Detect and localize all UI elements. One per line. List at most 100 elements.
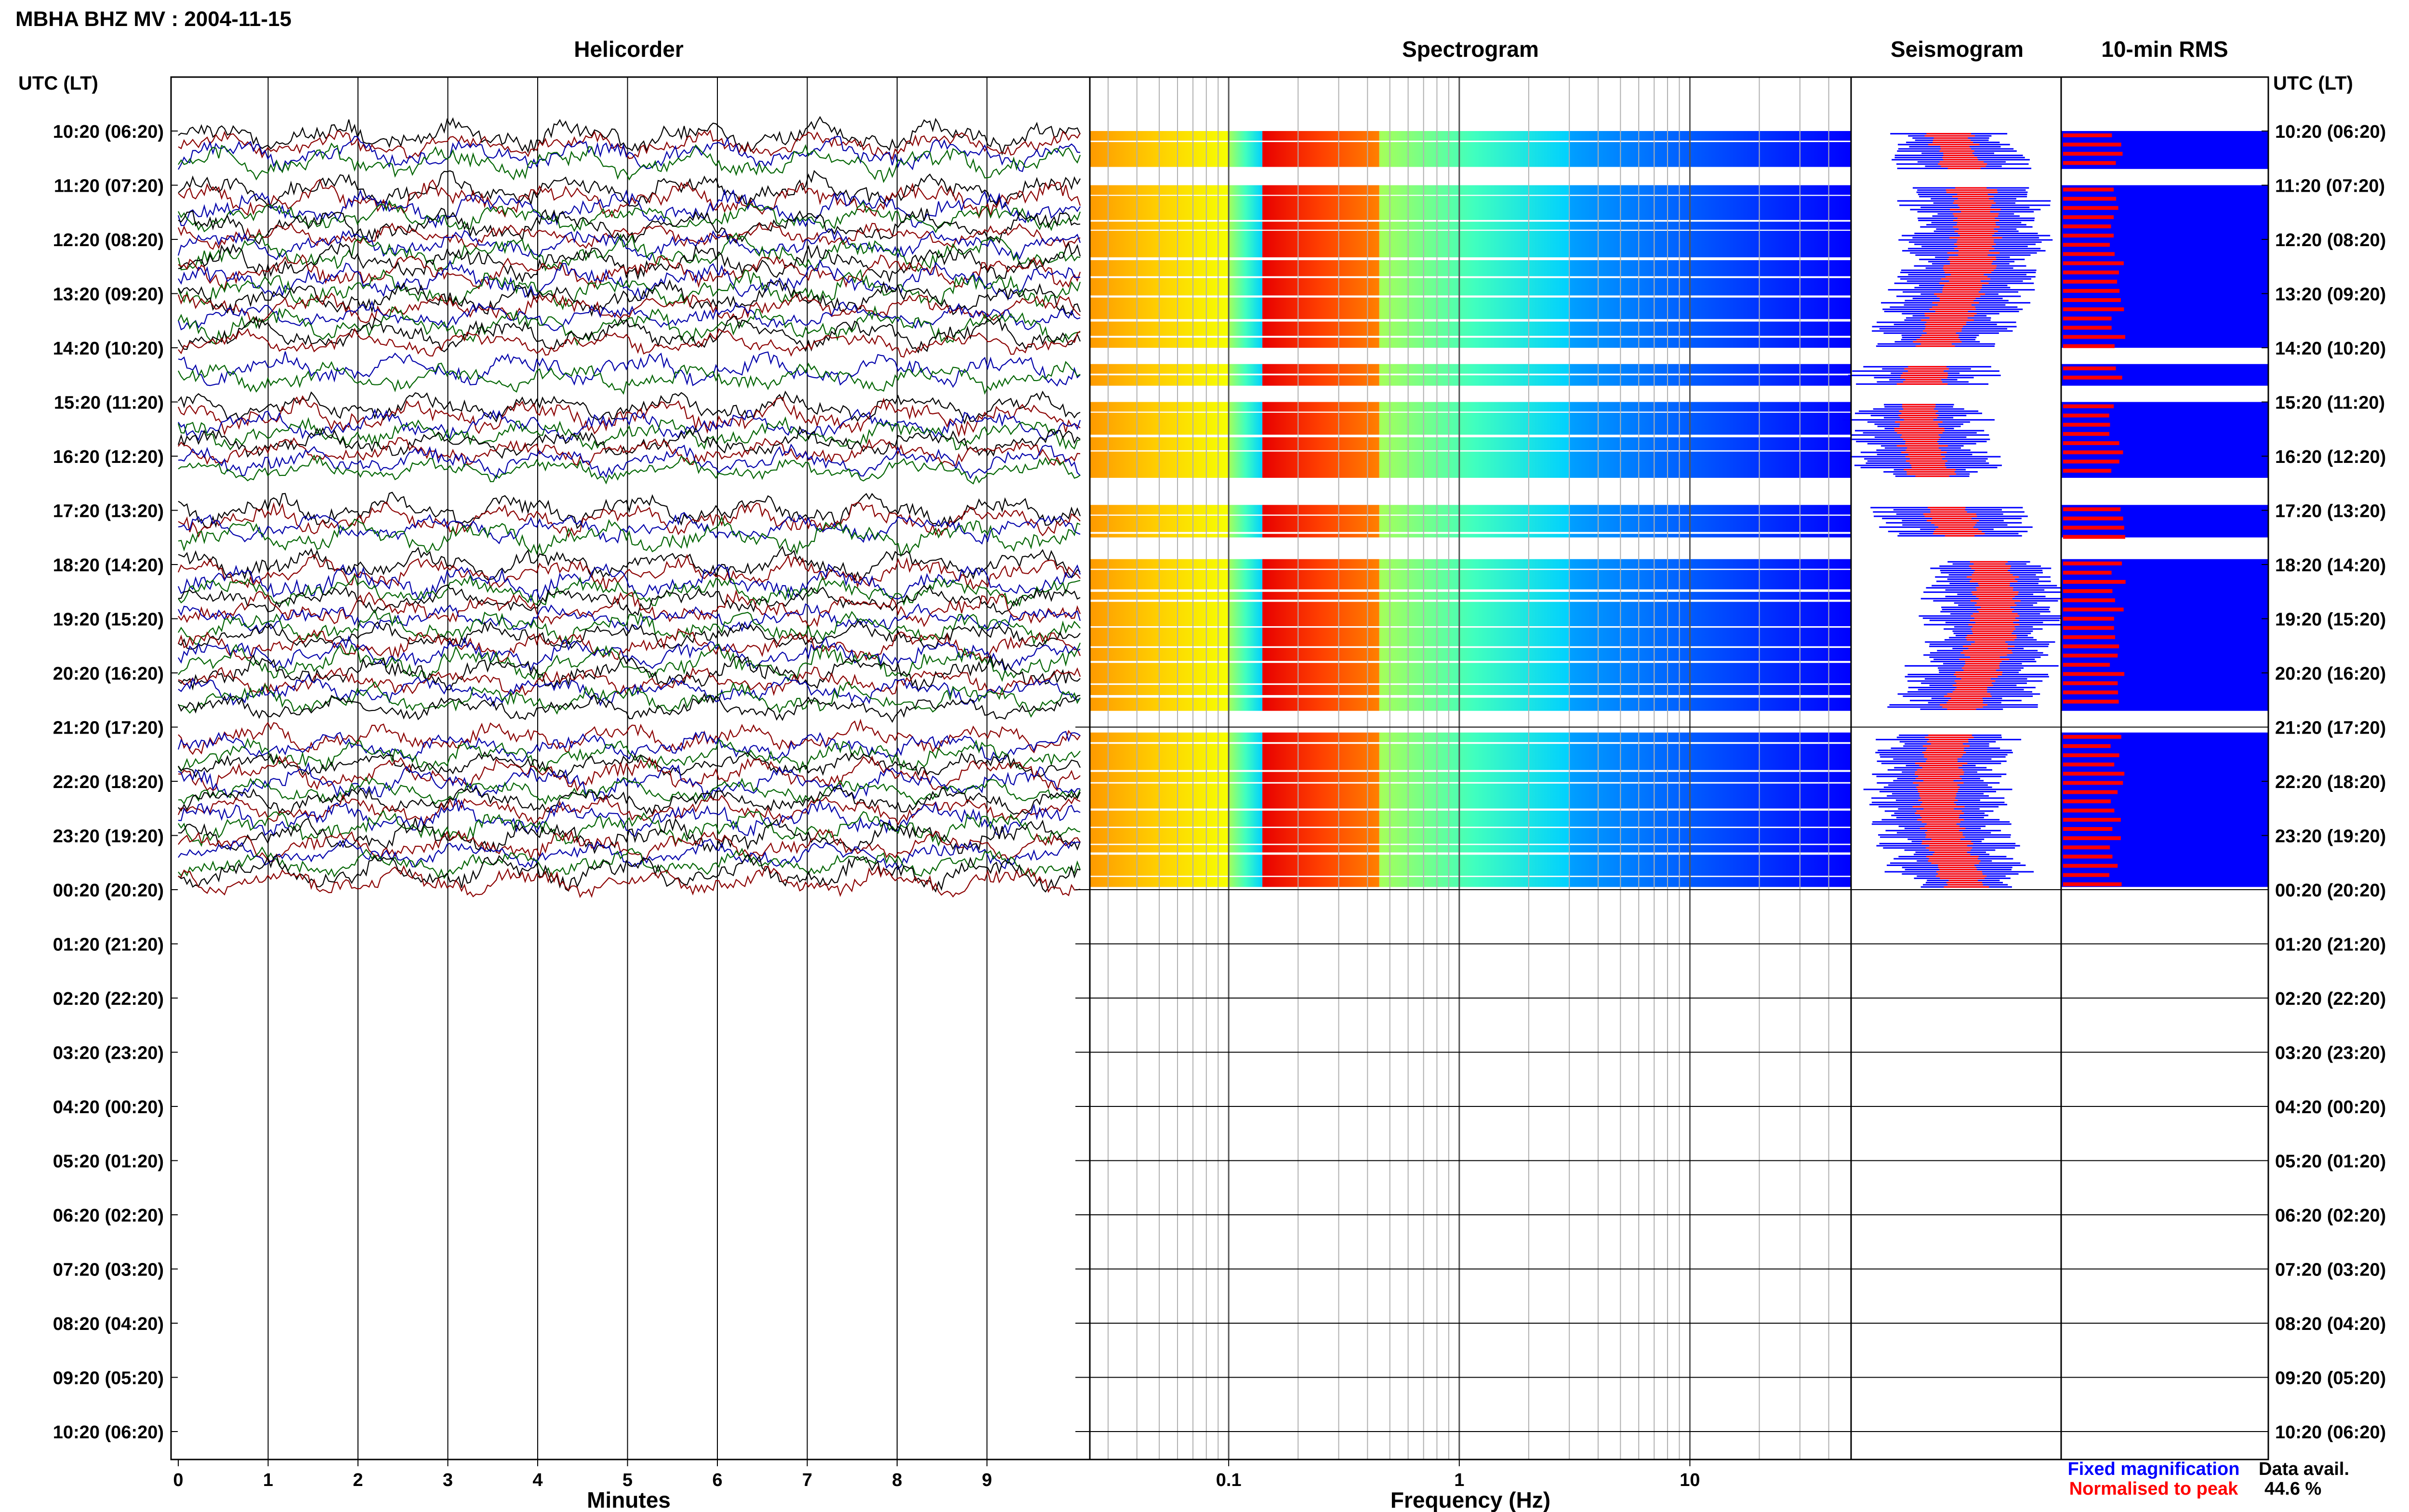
spectrogram-gap bbox=[1090, 599, 1851, 602]
spectrogram-band bbox=[1262, 559, 1379, 711]
seismogram-bars bbox=[1842, 133, 2072, 888]
utc-label-left: 04:20 (00:20) bbox=[53, 1097, 164, 1118]
helicorder-trace bbox=[178, 574, 1081, 607]
helicorder-x-tick-label: 8 bbox=[892, 1470, 902, 1490]
rms-normalised-bar bbox=[2063, 526, 2124, 530]
helicorder-trace bbox=[178, 810, 1081, 847]
utc-label-right: 22:20 (18:20) bbox=[2275, 772, 2386, 792]
utc-label-left: 12:20 (08:20) bbox=[53, 230, 164, 250]
spectrogram-band bbox=[1379, 559, 1570, 711]
helicorder-trace bbox=[178, 737, 1081, 774]
spectrogram-segment bbox=[1090, 131, 1851, 169]
utc-label-left: 08:20 (04:20) bbox=[53, 1314, 164, 1334]
utc-label-right: 21:20 (17:20) bbox=[2275, 718, 2386, 738]
rms-normalised-bar bbox=[2063, 663, 2110, 667]
helicorder-trace bbox=[178, 199, 1081, 234]
legend-fixed-magnification: Fixed magnification bbox=[2068, 1459, 2240, 1479]
rms-fixed-block bbox=[2061, 185, 2268, 348]
utc-label-right: 23:20 (19:20) bbox=[2275, 827, 2386, 847]
rms-normalised-bar bbox=[2063, 289, 2120, 293]
utc-label-right: 09:20 (05:20) bbox=[2275, 1368, 2386, 1389]
utc-label-right: 01:20 (21:20) bbox=[2275, 935, 2386, 955]
rms-normalised-bar bbox=[2063, 197, 2117, 201]
rms-normalised-bar bbox=[2063, 441, 2119, 445]
rms-bars bbox=[2061, 131, 2268, 887]
utc-label-right: 10:20 (06:20) bbox=[2275, 122, 2386, 142]
rms-normalised-bar bbox=[2063, 808, 2115, 813]
rms-normalised-bar bbox=[2063, 316, 2112, 321]
rms-normalised-bar bbox=[2063, 753, 2119, 757]
helicorder-x-tick-label: 2 bbox=[353, 1470, 363, 1490]
spectrogram-gap bbox=[1090, 373, 1851, 376]
rms-normalised-bar bbox=[2063, 598, 2115, 603]
rms-normalised-bar bbox=[2063, 344, 2115, 348]
helicorder-trace bbox=[178, 545, 1081, 581]
helicorder-trace bbox=[178, 512, 1081, 545]
spectrogram-band bbox=[1379, 131, 1570, 169]
rms-normalised-bar bbox=[2063, 450, 2123, 455]
rms-title: 10-min RMS bbox=[2101, 37, 2228, 62]
spectrogram-gap bbox=[1090, 808, 1851, 811]
rms-normalised-bar bbox=[2063, 143, 2121, 147]
helicorder-trace bbox=[178, 603, 1081, 633]
utc-label-left: 00:20 (20:20) bbox=[53, 881, 164, 901]
rms-normalised-bar bbox=[2063, 626, 2114, 630]
rms-normalised-bar bbox=[2063, 422, 2110, 427]
utc-label-left: 17:20 (13:20) bbox=[53, 501, 164, 522]
spectrogram-gap bbox=[1090, 450, 1851, 452]
helicorder-traces bbox=[177, 77, 1081, 1459]
rms-normalised-bar bbox=[2063, 827, 2113, 831]
utc-label-left: 23:20 (19:20) bbox=[53, 827, 164, 847]
rms-normalised-bar bbox=[2063, 644, 2119, 648]
utc-label-left: 14:20 (10:20) bbox=[53, 339, 164, 359]
rms-normalised-bar bbox=[2063, 799, 2111, 803]
utc-label-right: 03:20 (23:20) bbox=[2275, 1043, 2386, 1064]
helicorder-trace bbox=[177, 553, 1081, 590]
legend-normalised-to-peak: Normalised to peak bbox=[2069, 1479, 2238, 1499]
spectrogram-gap bbox=[1090, 295, 1851, 298]
helicorder-trace bbox=[178, 751, 1081, 779]
spectrogram-gap bbox=[1090, 411, 1851, 413]
utc-label-left: 20:20 (16:20) bbox=[53, 664, 164, 684]
utc-label-right: 06:20 (02:20) bbox=[2275, 1206, 2386, 1226]
rms-normalised-bar bbox=[2063, 681, 2118, 685]
rms-normalised-bar bbox=[2063, 744, 2111, 748]
row-lines bbox=[171, 131, 2268, 1432]
rms-normalised-bar bbox=[2063, 580, 2126, 584]
spectrogram-band bbox=[1229, 559, 1263, 711]
spectrogram-segment bbox=[1090, 559, 1851, 711]
helicorder-trace bbox=[178, 116, 1081, 156]
helicorder-trace bbox=[178, 776, 1081, 805]
spectrogram-gap bbox=[1090, 843, 1851, 845]
rms-normalised-bar bbox=[2063, 432, 2109, 436]
helicorder-trace bbox=[177, 292, 1081, 324]
utc-label-left: 07:20 (03:20) bbox=[53, 1260, 164, 1280]
rms-normalised-bar bbox=[2063, 589, 2113, 593]
rms-normalised-bar bbox=[2063, 215, 2114, 219]
spectrogram-gap bbox=[1090, 661, 1851, 663]
helicorder-trace bbox=[178, 207, 1081, 245]
utc-label-right: 02:20 (22:20) bbox=[2275, 989, 2386, 1009]
rms-normalised-bar bbox=[2063, 252, 2115, 256]
spectrogram-gap bbox=[1090, 532, 1851, 534]
helicorder-xlabel: Minutes bbox=[587, 1487, 671, 1512]
spectrogram-x-tick-label: 1 bbox=[1454, 1470, 1464, 1490]
helicorder-trace bbox=[178, 395, 1081, 437]
rms-normalised-bar bbox=[2063, 161, 2116, 165]
helicorder-trace bbox=[178, 259, 1081, 300]
helicorder-x-tick-label: 7 bbox=[802, 1470, 812, 1490]
rms-normalised-bar bbox=[2063, 845, 2110, 850]
spectrogram-band bbox=[1229, 185, 1263, 348]
spectrogram-gap bbox=[1090, 229, 1851, 231]
spectrogram-band bbox=[1229, 131, 1263, 169]
utc-label-right: 08:20 (04:20) bbox=[2275, 1314, 2386, 1334]
rms-normalised-bar bbox=[2063, 781, 2123, 785]
utc-label-right: 00:20 (20:20) bbox=[2275, 881, 2386, 901]
helicorder-trace bbox=[178, 491, 1081, 529]
utc-label-left: 13:20 (09:20) bbox=[53, 285, 164, 305]
spectrogram-segment bbox=[1090, 185, 1851, 348]
helicorder-trace bbox=[178, 408, 1081, 443]
utc-label-left: 11:20 (07:20) bbox=[54, 176, 164, 197]
utc-label-right: 15:20 (11:20) bbox=[2275, 393, 2385, 413]
rms-normalised-bar bbox=[2063, 873, 2110, 877]
